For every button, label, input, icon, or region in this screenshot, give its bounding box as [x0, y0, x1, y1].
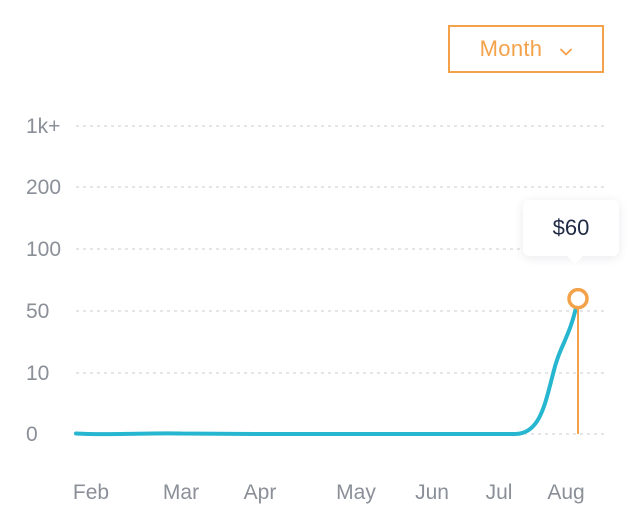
y-tick-label: 0	[26, 423, 38, 446]
y-tick-label: 10	[26, 362, 49, 385]
y-tick-label: 200	[26, 176, 61, 199]
x-tick-label: Apr	[244, 481, 277, 504]
x-tick-label: Jul	[486, 481, 513, 504]
x-axis-ticks: Feb Mar Apr May Jun Jul Aug	[73, 481, 585, 504]
period-select[interactable]: Month	[448, 25, 604, 73]
x-tick-label: Mar	[163, 481, 199, 504]
y-tick-label: 1k+	[26, 115, 60, 138]
highlight-point[interactable]	[567, 287, 589, 310]
series-line	[74, 296, 580, 437]
x-tick-label: May	[336, 481, 376, 504]
x-tick-label: Aug	[547, 481, 584, 504]
chevron-down-icon	[560, 48, 573, 56]
y-tick-label: 50	[26, 300, 49, 323]
tooltip-value: $60	[552, 215, 590, 240]
x-tick-label: Feb	[73, 481, 109, 504]
period-select-label: Month	[479, 36, 543, 61]
y-tick-label: 100	[26, 238, 61, 261]
grid-lines	[76, 125, 604, 435]
x-tick-label: Jun	[415, 481, 449, 504]
highlight-layer	[567, 287, 589, 434]
series-layer	[74, 296, 580, 437]
value-tooltip: $60	[523, 200, 619, 264]
